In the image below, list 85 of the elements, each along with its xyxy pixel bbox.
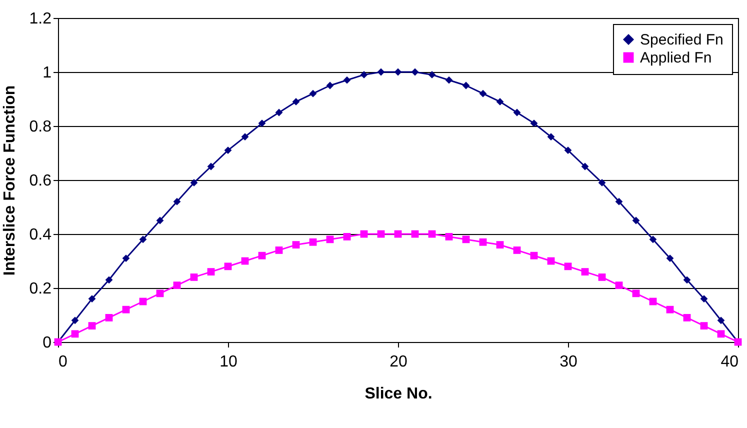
point (258, 120, 266, 128)
point (173, 198, 181, 206)
point (496, 98, 504, 106)
point (632, 216, 640, 224)
point (513, 246, 521, 254)
point (241, 133, 249, 141)
point (700, 322, 708, 330)
point (632, 290, 640, 298)
point (139, 236, 147, 244)
point (105, 314, 113, 322)
y-tick-label: 0.4 (29, 226, 52, 244)
point (71, 316, 79, 324)
y-tick-label: 0.6 (29, 172, 52, 190)
point (615, 282, 623, 290)
point (190, 273, 198, 281)
point (649, 236, 657, 244)
point (445, 76, 453, 84)
point (275, 246, 283, 254)
y-axis-title: Interslice Force Function (1, 85, 18, 276)
point (173, 282, 181, 290)
y-tick-label: 0.8 (29, 118, 52, 136)
legend-label: Specified Fn (640, 32, 724, 48)
x-tick-label: 20 (390, 354, 408, 370)
point (598, 273, 606, 281)
point (530, 120, 538, 128)
point (581, 162, 589, 170)
point (564, 262, 572, 270)
point (683, 276, 691, 284)
x-axis-title: Slice No. (364, 386, 432, 402)
point (207, 268, 215, 276)
y-tick-label: 1 (42, 64, 52, 82)
point (309, 90, 317, 98)
point (105, 276, 113, 284)
point (156, 290, 164, 298)
point (292, 98, 300, 106)
point (615, 198, 623, 206)
point (275, 108, 283, 116)
point (666, 306, 674, 314)
y-tick-label: 0 (42, 334, 52, 352)
point (598, 178, 606, 186)
point (360, 70, 368, 78)
point (445, 232, 453, 240)
point (88, 322, 96, 330)
point (683, 314, 691, 322)
point (513, 108, 521, 116)
point (122, 306, 130, 314)
point (581, 268, 589, 276)
point (343, 76, 351, 84)
point (224, 146, 232, 154)
legend-label: Applied Fn (640, 50, 712, 66)
point (479, 90, 487, 98)
y-tick-label: 1.2 (29, 10, 52, 28)
point (309, 238, 317, 246)
x-tick-label: 0 (58, 354, 68, 370)
x-tick-label: 10 (220, 354, 238, 370)
x-tick-label: 40 (720, 354, 739, 370)
point (326, 82, 334, 90)
point (258, 252, 266, 260)
point (156, 216, 164, 224)
y-tick-label: 0.2 (29, 280, 52, 298)
point (564, 146, 572, 154)
point (343, 232, 351, 240)
point (462, 236, 470, 244)
point (377, 68, 385, 76)
point (71, 330, 79, 338)
point (190, 178, 198, 186)
point (428, 70, 436, 78)
point (122, 254, 130, 262)
point (88, 295, 96, 303)
point (411, 68, 419, 76)
point (547, 133, 555, 141)
x-tick-label: 30 (560, 354, 578, 370)
point (207, 162, 215, 170)
point (666, 254, 674, 262)
point (462, 82, 470, 90)
point (530, 252, 538, 260)
point (700, 295, 708, 303)
point (479, 238, 487, 246)
point (717, 316, 725, 324)
point (717, 330, 725, 338)
point (292, 241, 300, 249)
point (326, 236, 334, 244)
point (394, 68, 402, 76)
point (496, 241, 504, 249)
point (224, 262, 232, 270)
